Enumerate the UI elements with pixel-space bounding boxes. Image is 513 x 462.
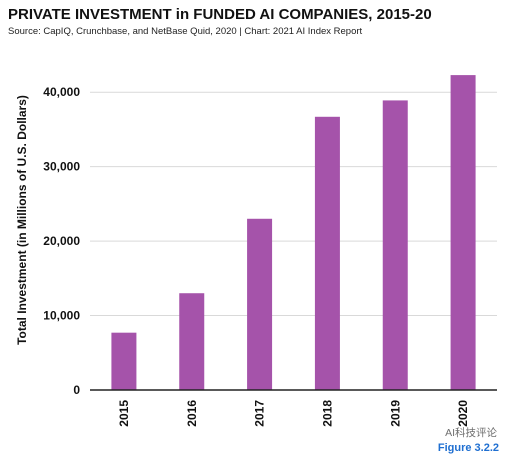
y-tick-labels: 0 10,000 20,000 30,000 40,000 — [43, 85, 80, 397]
bar-2018 — [314, 116, 340, 391]
bar-2020 — [450, 75, 476, 390]
x-tick-label: 2020 — [456, 400, 470, 427]
y-tick-label: 30,000 — [43, 160, 80, 174]
y-tick-label: 0 — [73, 383, 80, 397]
x-tick-label: 2019 — [388, 400, 402, 427]
x-tick-labels: 2015 2016 2017 2018 2019 2020 — [117, 400, 470, 427]
bar-2019 — [382, 100, 408, 391]
bars — [111, 75, 476, 391]
y-axis-label: Total Investment (in Millions of U.S. Do… — [15, 95, 29, 345]
y-tick-label: 10,000 — [43, 309, 80, 323]
chart-title: PRIVATE INVESTMENT in FUNDED AI COMPANIE… — [8, 6, 432, 23]
bar-2017 — [247, 218, 273, 390]
watermark-text: AI科技评论 — [445, 427, 497, 439]
figure-label: Figure 3.2.2 — [437, 442, 499, 454]
bar-2016 — [179, 293, 205, 390]
x-tick-label: 2018 — [320, 400, 334, 427]
y-tick-label: 20,000 — [43, 234, 80, 248]
grid-lines — [90, 91, 497, 317]
chart-source: Source: CapIQ, Crunchbase, and NetBase Q… — [8, 26, 363, 37]
x-tick-label: 2017 — [253, 400, 267, 427]
x-tick-label: 2015 — [117, 400, 131, 427]
x-tick-label: 2016 — [185, 400, 199, 427]
y-tick-label: 40,000 — [43, 85, 80, 99]
bar-2015 — [111, 332, 137, 390]
